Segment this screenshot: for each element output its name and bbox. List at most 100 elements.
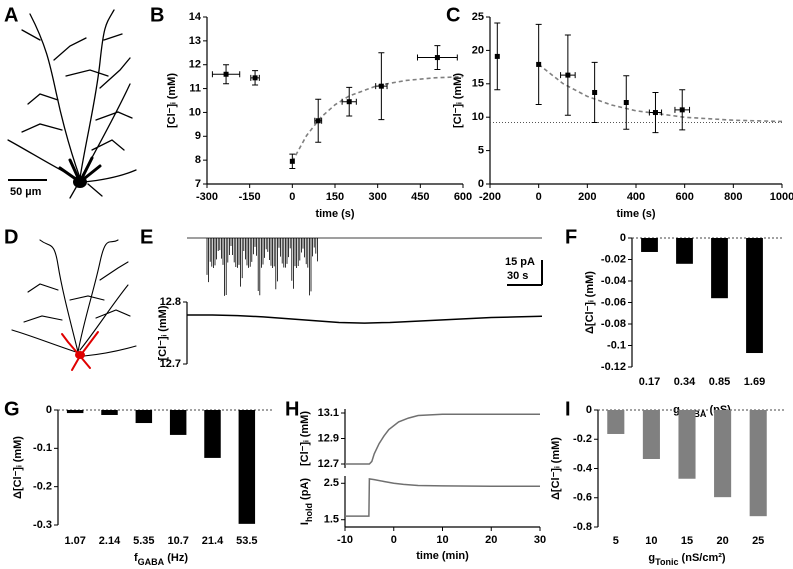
y-tick-label: -0.6 xyxy=(573,492,592,504)
x-tick-label: -300 xyxy=(196,191,218,203)
x-tick-label: 1.07 xyxy=(64,535,85,547)
y-axis-label: Δ[Cl⁻]ᵢ (mM) xyxy=(550,437,562,500)
y-tick-label: 0 xyxy=(46,404,52,416)
x-axis-label: time (s) xyxy=(616,208,655,220)
y-tick-label: 20 xyxy=(472,44,484,56)
panel-letter: A xyxy=(4,4,18,26)
x-tick-label: 20 xyxy=(716,535,728,547)
label-part: (Hz) xyxy=(164,552,188,564)
y-tick-label: -0.8 xyxy=(573,521,592,533)
label-part: GABA xyxy=(138,557,165,567)
y-tick-label: 13.1 xyxy=(318,407,339,419)
label-part: f xyxy=(134,552,138,564)
y-axis-label: Ihold (pA) xyxy=(299,478,314,525)
y-tick-label: 25 xyxy=(472,11,484,23)
point xyxy=(378,83,384,89)
bar xyxy=(678,410,696,479)
y-tick-label: 2.5 xyxy=(324,477,339,489)
e-scale-bar xyxy=(507,260,543,286)
y-tick-label: -0.1 xyxy=(33,442,52,454)
point xyxy=(592,89,598,95)
label-part: g xyxy=(648,552,655,564)
x-tick-label: 200 xyxy=(578,191,596,203)
panel-letter: F xyxy=(565,226,577,248)
x-tick-label: 10 xyxy=(436,534,448,546)
trace xyxy=(187,314,543,324)
label-part: (nS/cm²) xyxy=(679,552,726,564)
point xyxy=(494,53,500,59)
y-tick-label: 12.8 xyxy=(160,296,181,308)
bar xyxy=(238,410,256,524)
point xyxy=(289,158,295,164)
y-tick-label: -0.12 xyxy=(601,361,626,373)
panel-letter: G xyxy=(4,398,20,420)
fit-curve xyxy=(291,75,464,162)
y-axis-label: [Cl⁻]ᵢ (mM) xyxy=(157,305,169,360)
y-tick-label: 12.7 xyxy=(160,358,181,370)
y-axis-label: [Cl⁻]ᵢ (mM) xyxy=(452,73,464,128)
y-tick-label: 8 xyxy=(195,154,201,166)
bar xyxy=(607,410,625,434)
x-tick-label: 600 xyxy=(454,191,472,203)
x-tick-label: 600 xyxy=(675,191,693,203)
label-part: (pA) xyxy=(299,478,311,503)
label-part: hold xyxy=(304,503,314,522)
point xyxy=(652,110,658,116)
x-tick-label: 53.5 xyxy=(236,535,257,547)
panel-letter: B xyxy=(150,4,164,26)
point xyxy=(223,71,229,77)
neuron-d xyxy=(11,239,137,371)
point xyxy=(565,72,571,78)
bar xyxy=(101,410,118,415)
x-tick-label: 0 xyxy=(391,534,397,546)
y-tick-label: -0.4 xyxy=(573,462,593,474)
label-part: I xyxy=(299,522,311,525)
x-tick-label: 1000 xyxy=(770,191,793,203)
y-tick-label: 0 xyxy=(478,178,484,190)
y-tick-label: -0.3 xyxy=(33,519,52,531)
y-tick-label: -0.06 xyxy=(601,296,626,308)
point xyxy=(434,55,440,61)
point xyxy=(536,61,542,67)
y-tick-label: 14 xyxy=(189,11,202,23)
x-tick-label: 450 xyxy=(411,191,429,203)
y-tick-label: 10 xyxy=(472,111,484,123)
x-tick-label: 30 xyxy=(534,534,546,546)
x-tick-label: 10 xyxy=(645,535,657,547)
bar xyxy=(711,238,728,299)
point xyxy=(679,107,685,113)
x-tick-label: 20 xyxy=(485,534,497,546)
scale-bar-label: 50 µm xyxy=(10,186,42,198)
x-tick-label: 1.69 xyxy=(744,376,765,388)
y-tick-label: 10 xyxy=(189,106,201,118)
bar xyxy=(169,410,187,435)
point xyxy=(623,100,629,106)
x-tick-label: -10 xyxy=(337,534,353,546)
bar xyxy=(204,410,221,458)
x-tick-label: -200 xyxy=(479,191,501,203)
point xyxy=(252,75,258,81)
panel-letter: I xyxy=(565,398,571,420)
y-tick-label: 0 xyxy=(620,232,626,244)
x-tick-label: 800 xyxy=(724,191,742,203)
y-tick-label: 15 xyxy=(472,78,484,90)
bar xyxy=(66,410,84,414)
y-tick-label: 7 xyxy=(195,178,201,190)
y-tick-label: -0.2 xyxy=(33,481,52,493)
label-part: Tonic xyxy=(655,557,678,567)
panel-letter: H xyxy=(285,398,299,420)
x-tick-label: 0.34 xyxy=(674,376,696,388)
bar xyxy=(676,238,693,264)
point xyxy=(346,99,352,105)
panel-letter: C xyxy=(446,4,460,26)
x-axis-label: time (s) xyxy=(315,208,354,220)
x-axis-label: fGABA (Hz) xyxy=(134,552,188,567)
bar xyxy=(714,410,732,498)
y-tick-label: 12.9 xyxy=(318,432,339,444)
scale-bar-label: 15 pA xyxy=(505,256,535,268)
x-tick-label: 15 xyxy=(681,535,693,547)
y-tick-label: 9 xyxy=(195,130,201,142)
bar xyxy=(642,410,660,459)
label-part: g xyxy=(673,404,680,416)
